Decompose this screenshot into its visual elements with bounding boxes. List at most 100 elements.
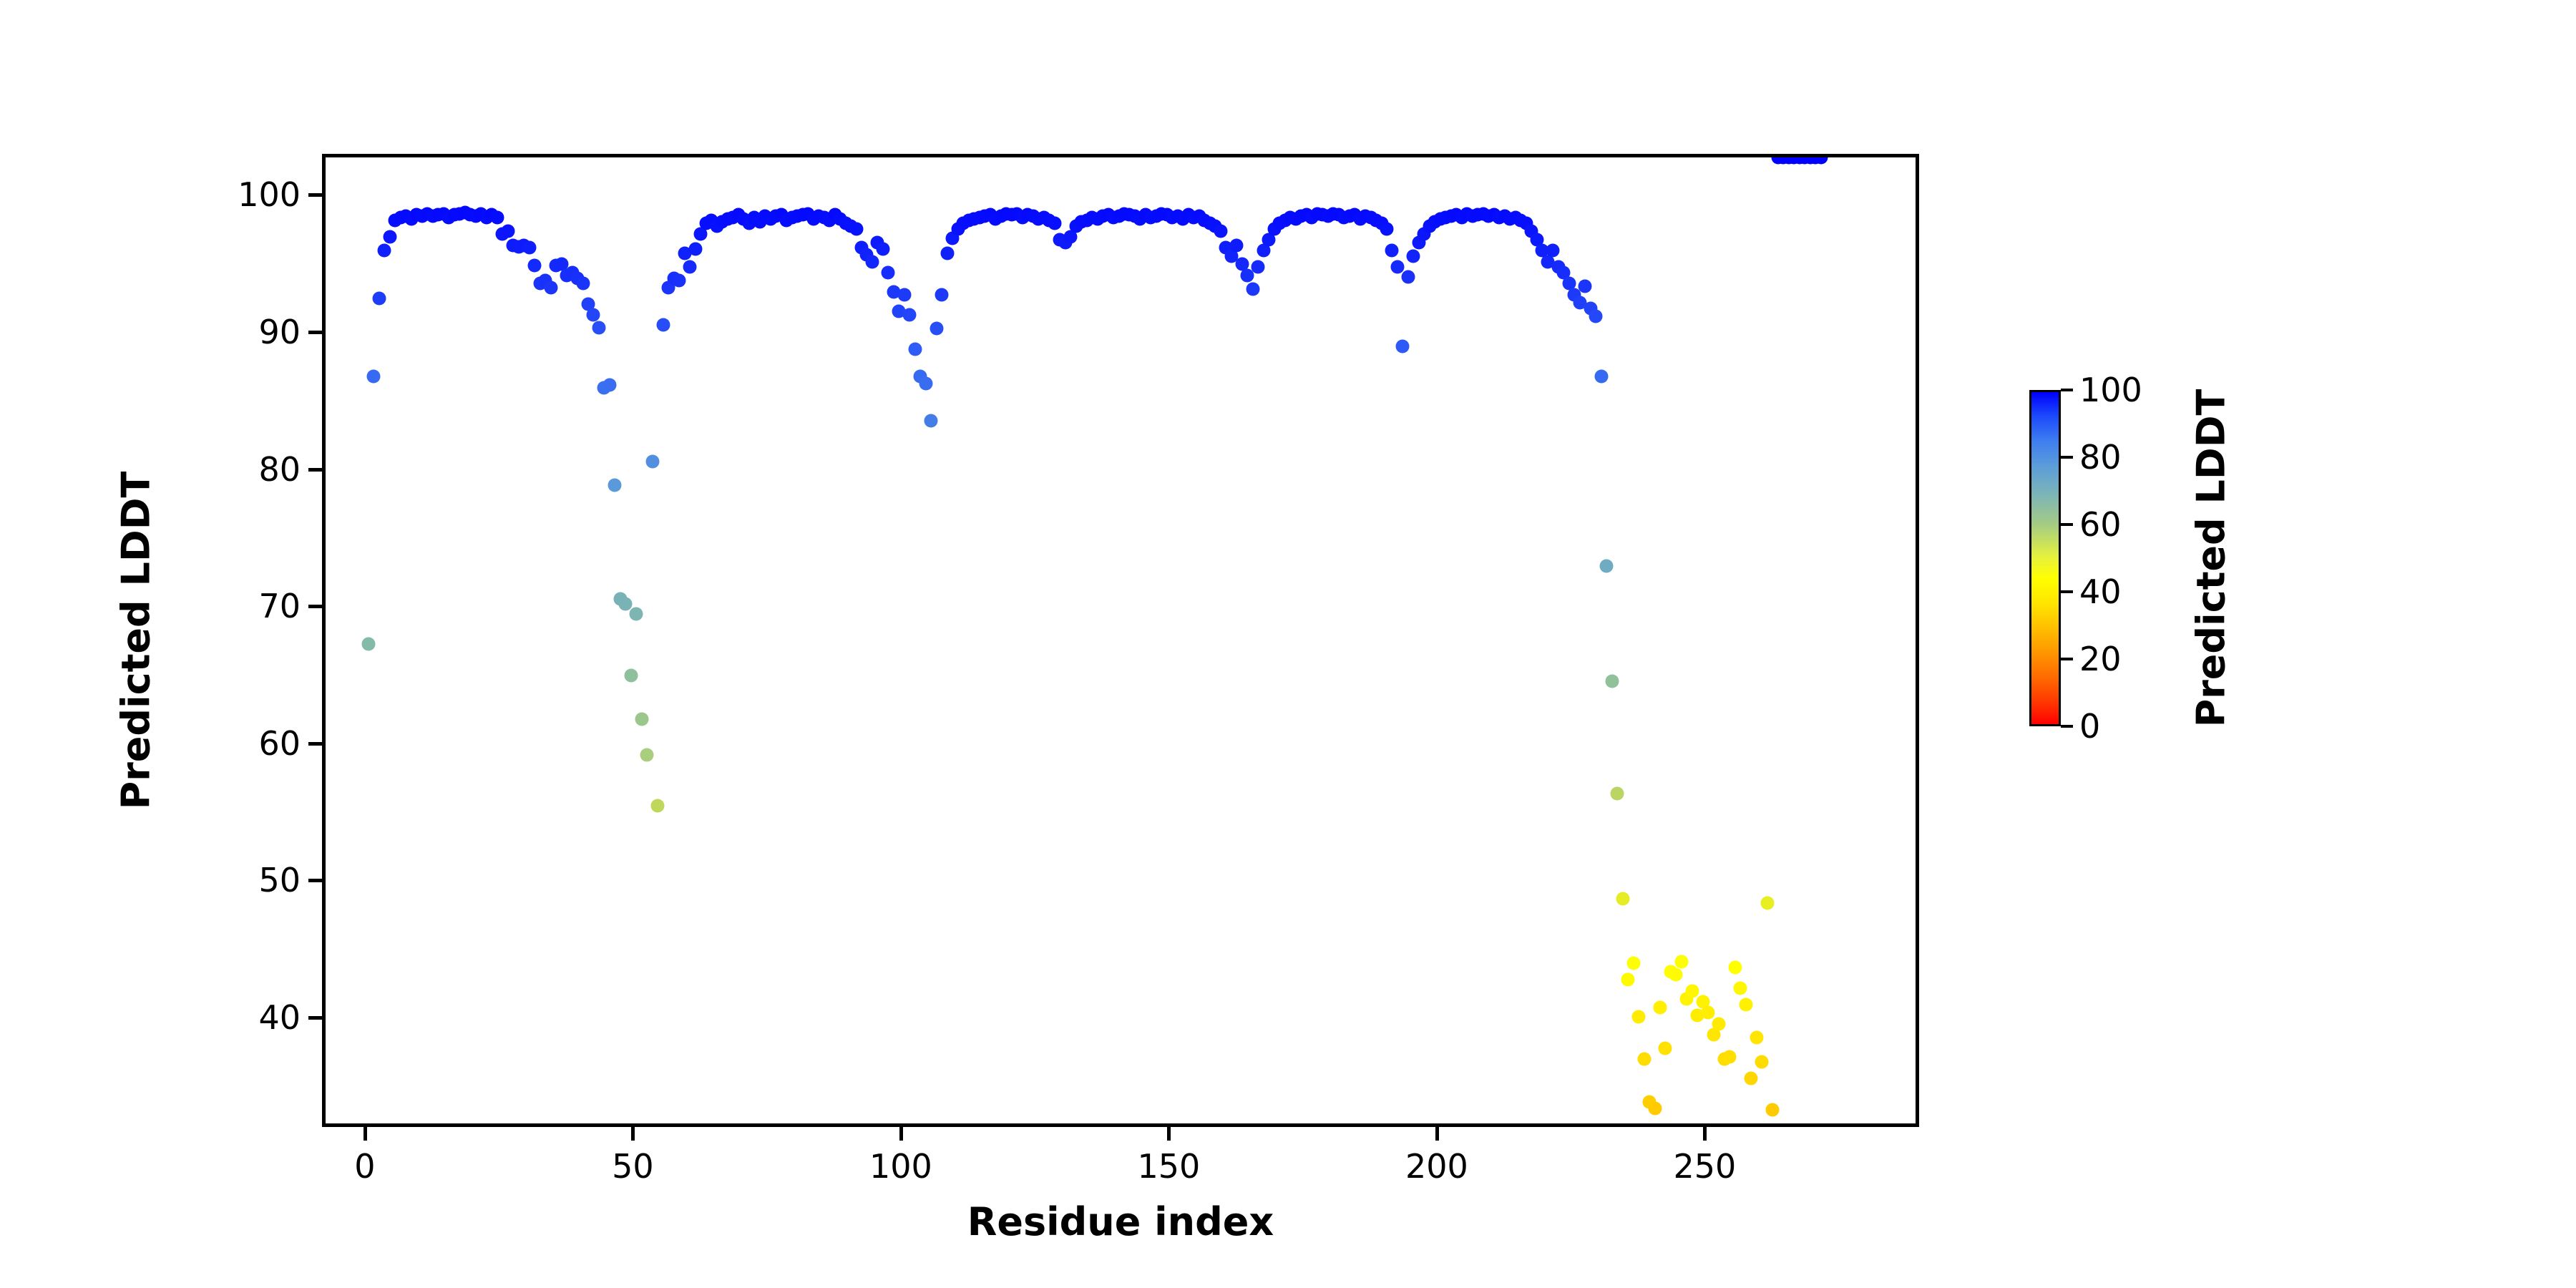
scatter-point bbox=[672, 273, 686, 288]
scatter-point bbox=[693, 227, 708, 241]
colorbar-tick-mark bbox=[2061, 523, 2073, 526]
scatter-point bbox=[1744, 1071, 1758, 1085]
scatter-point bbox=[1616, 892, 1630, 906]
scatter-point bbox=[1406, 249, 1420, 263]
scatter-point bbox=[522, 240, 537, 255]
scatter-point bbox=[1240, 268, 1254, 283]
scatter-point bbox=[1573, 296, 1587, 310]
scatter-point bbox=[640, 748, 654, 762]
scatter-point bbox=[1750, 1030, 1764, 1045]
scatter-point bbox=[1814, 157, 1828, 165]
y-axis-label: Predicted LDDT bbox=[113, 471, 159, 810]
scatter-point bbox=[1048, 216, 1062, 230]
colorbar-tick-label: 40 bbox=[2079, 572, 2122, 611]
colorbar-tick-mark bbox=[2061, 590, 2073, 593]
scatter-point bbox=[656, 318, 670, 332]
scatter-point bbox=[1401, 270, 1415, 284]
y-tick-label: 50 bbox=[258, 861, 301, 900]
y-tick-label: 40 bbox=[258, 997, 301, 1037]
scatter-point bbox=[1621, 972, 1635, 987]
scatter-point bbox=[1541, 255, 1555, 269]
x-tick-mark bbox=[1167, 1127, 1171, 1141]
scatter-point bbox=[1685, 984, 1699, 998]
scatter-point bbox=[1733, 981, 1747, 995]
scatter-point bbox=[1556, 265, 1571, 280]
scatter-point bbox=[1701, 1005, 1715, 1020]
x-axis-label: Residue index bbox=[967, 1199, 1274, 1244]
y-tick-mark bbox=[308, 1015, 322, 1020]
x-tick-mark bbox=[631, 1127, 635, 1141]
y-tick-mark bbox=[308, 879, 322, 883]
scatter-point bbox=[1257, 243, 1271, 258]
plot-area bbox=[322, 154, 1919, 1127]
scatter-point bbox=[1739, 997, 1753, 1012]
colorbar-label: Predicted LDDT bbox=[2188, 389, 2234, 728]
scatter-points-layer bbox=[326, 157, 1916, 1123]
y-tick-label: 100 bbox=[238, 175, 301, 215]
scatter-point bbox=[635, 712, 649, 726]
scatter-point bbox=[1535, 243, 1549, 258]
scatter-point bbox=[1610, 786, 1624, 801]
scatter-point bbox=[1229, 238, 1244, 253]
y-tick-mark bbox=[308, 741, 322, 746]
scatter-point bbox=[919, 376, 933, 391]
scatter-point bbox=[592, 321, 606, 335]
scatter-point bbox=[1546, 243, 1560, 258]
scatter-point bbox=[527, 258, 542, 273]
scatter-point bbox=[1605, 674, 1619, 688]
scatter-point bbox=[1648, 1101, 1662, 1116]
scatter-point bbox=[501, 224, 515, 238]
scatter-point bbox=[383, 230, 397, 244]
scatter-point bbox=[1262, 233, 1276, 247]
x-tick-label: 0 bbox=[354, 1147, 376, 1186]
scatter-point bbox=[1765, 1103, 1780, 1117]
scatter-point bbox=[1235, 257, 1249, 271]
scatter-point bbox=[1755, 1055, 1769, 1069]
colorbar-tick-mark bbox=[2061, 658, 2073, 660]
scatter-point bbox=[887, 285, 901, 299]
y-tick-label: 60 bbox=[258, 723, 301, 763]
y-tick-mark bbox=[308, 331, 322, 334]
scatter-point bbox=[1390, 260, 1405, 274]
y-tick-mark bbox=[308, 467, 322, 472]
x-tick-mark bbox=[1435, 1127, 1439, 1141]
x-tick-mark bbox=[363, 1127, 367, 1141]
colorbar bbox=[2029, 390, 2061, 726]
colorbar-tick-mark bbox=[2061, 725, 2073, 728]
y-tick-label: 70 bbox=[258, 587, 301, 626]
scatter-point bbox=[624, 668, 638, 683]
x-tick-label: 50 bbox=[612, 1147, 654, 1186]
scatter-point bbox=[865, 255, 879, 269]
scatter-point bbox=[1589, 309, 1603, 323]
scatter-point bbox=[892, 304, 906, 318]
scatter-point bbox=[908, 342, 922, 356]
scatter-point bbox=[1728, 960, 1742, 975]
scatter-point bbox=[1385, 243, 1399, 258]
y-tick-mark bbox=[308, 605, 322, 609]
scatter-point bbox=[940, 246, 955, 260]
scatter-point bbox=[678, 246, 692, 260]
scatter-point bbox=[645, 454, 660, 469]
scatter-point bbox=[1669, 967, 1683, 982]
scatter-point bbox=[1380, 222, 1394, 236]
y-tick-label: 90 bbox=[258, 313, 301, 351]
scatter-point bbox=[377, 243, 391, 258]
scatter-point bbox=[1246, 282, 1260, 296]
scatter-point bbox=[1530, 233, 1544, 247]
scatter-point bbox=[1251, 260, 1265, 274]
scatter-point bbox=[618, 597, 633, 611]
scatter-point bbox=[930, 321, 944, 336]
scatter-point bbox=[576, 276, 590, 291]
scatter-point bbox=[608, 478, 622, 492]
x-tick-label: 250 bbox=[1673, 1147, 1737, 1186]
scatter-point bbox=[1063, 230, 1078, 244]
scatter-point bbox=[372, 291, 386, 306]
x-tick-mark bbox=[899, 1127, 903, 1141]
scatter-point bbox=[366, 369, 381, 384]
scatter-point bbox=[1599, 559, 1614, 573]
x-tick-label: 100 bbox=[869, 1147, 932, 1186]
colorbar-tick-label: 80 bbox=[2079, 438, 2122, 477]
scatter-point bbox=[924, 414, 938, 428]
scatter-point bbox=[935, 288, 949, 302]
scatter-point bbox=[581, 297, 595, 311]
